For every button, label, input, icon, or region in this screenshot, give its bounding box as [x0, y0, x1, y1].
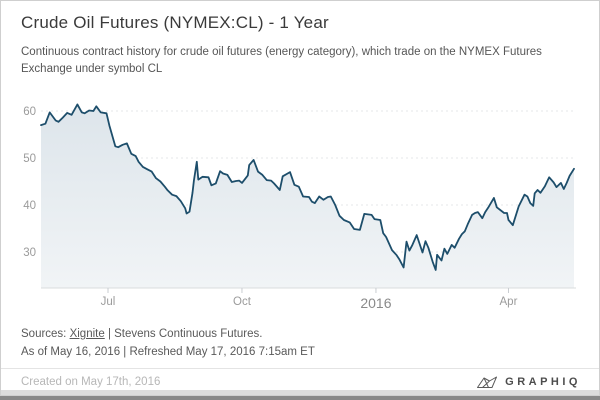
area-fill [41, 104, 574, 289]
sources-label: Sources: [21, 328, 70, 340]
graphiq-logo-icon [477, 376, 498, 388]
y-axis-label: 50 [23, 153, 36, 165]
y-axis-label: 30 [23, 247, 36, 259]
sources-line: Sources: Xignite | Stevens Continuous Fu… [21, 325, 315, 343]
graphiq-wordmark: GRAPHIQ [505, 376, 581, 388]
x-axis-label: Apr [500, 296, 518, 308]
x-axis-label: 2016 [360, 295, 391, 311]
graphiq-logo: GRAPHIQ [476, 375, 581, 389]
y-axis-label: 60 [23, 106, 36, 118]
x-axis-label: Jul [101, 296, 116, 308]
x-axis-label: Oct [233, 296, 252, 308]
sources-block: Sources: Xignite | Stevens Continuous Fu… [21, 325, 315, 361]
sources-rest: | Stevens Continuous Futures. [104, 328, 263, 340]
chart-title: Crude Oil Futures (NYMEX:CL) - 1 Year [21, 13, 329, 32]
bottom-strip [1, 390, 599, 395]
price-line[interactable] [40, 103, 575, 271]
as-of-line: As of May 16, 2016 | Refreshed May 17, 2… [21, 346, 315, 358]
chart-subtitle: Continuous contract history for crude oi… [21, 46, 542, 75]
price-line-chart[interactable]: 30 40 50 60 Jul Oct 2016 Apr [1, 1, 600, 319]
xignite-link[interactable]: Xignite [69, 328, 105, 340]
y-axis-label: 40 [23, 200, 36, 212]
created-date: Created on May 17th, 2016 [21, 376, 161, 388]
